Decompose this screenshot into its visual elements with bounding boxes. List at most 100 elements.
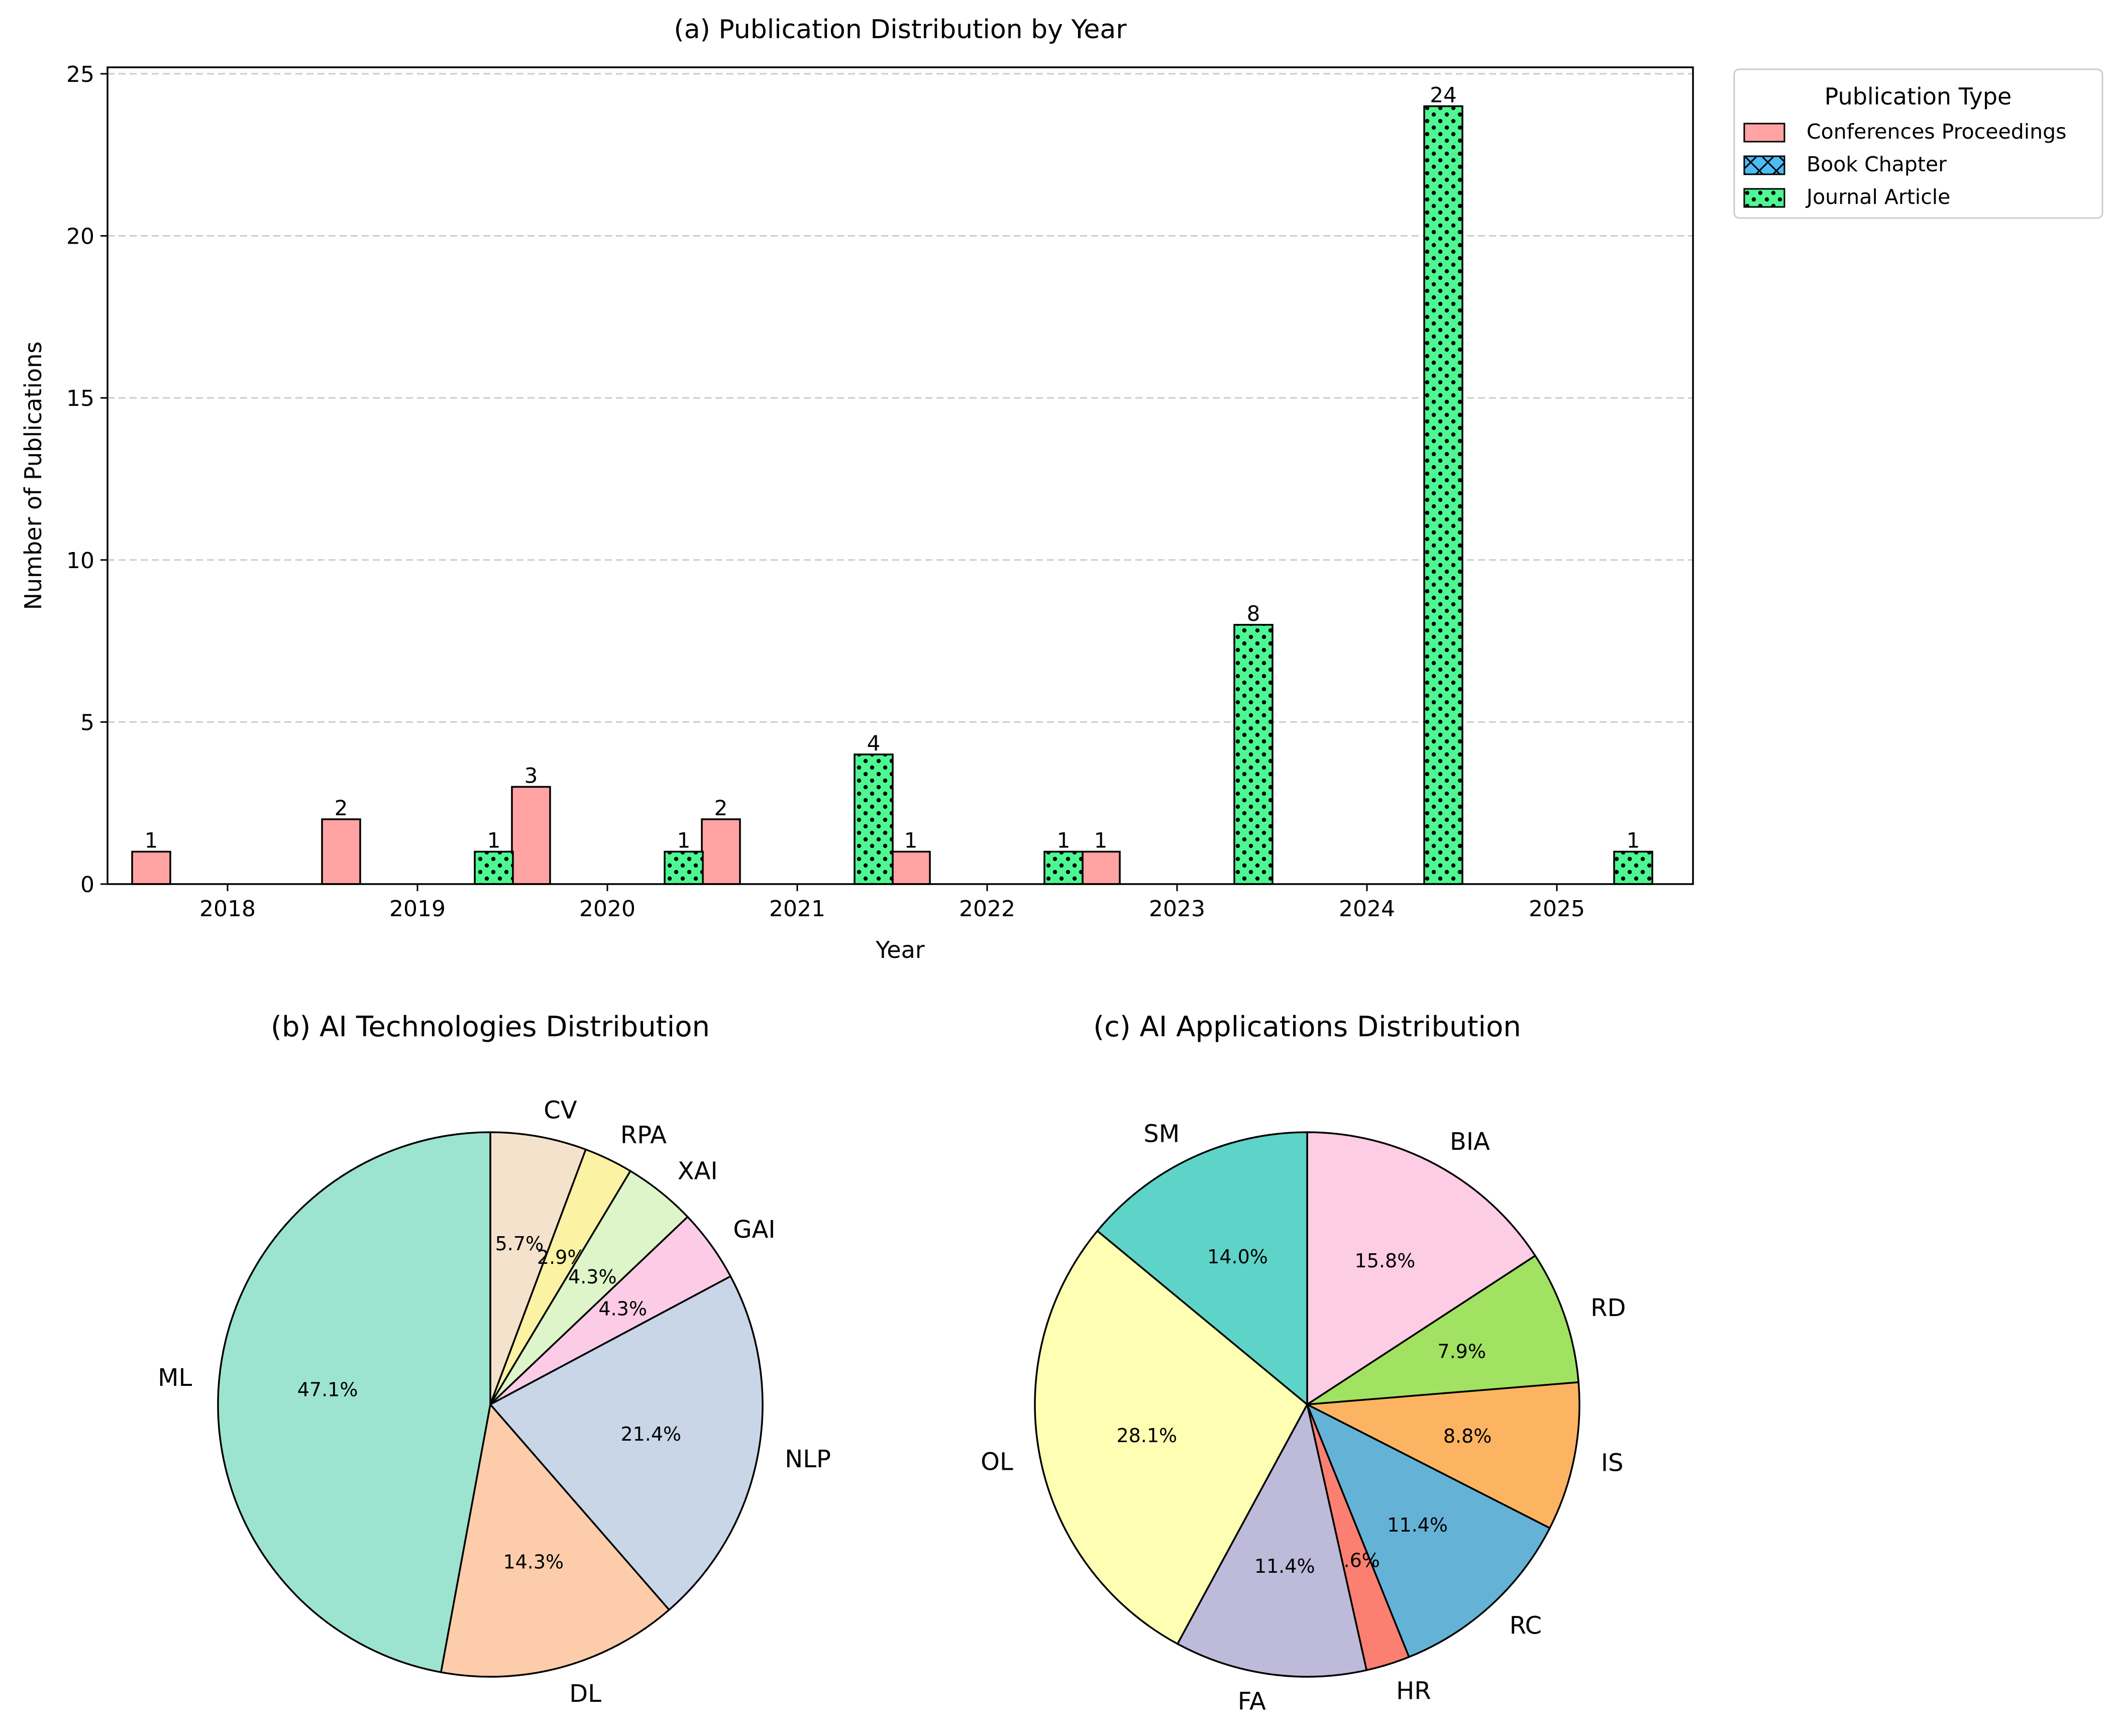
bar-body bbox=[1081, 850, 1121, 885]
bar-journal-article-2020 bbox=[664, 850, 704, 885]
pie-label: SM bbox=[1143, 1120, 1180, 1148]
pie-percent-label: 28.1% bbox=[1116, 1425, 1177, 1447]
pie-label: RPA bbox=[620, 1121, 667, 1149]
legend-item-book-chapter: Book Chapter bbox=[1743, 152, 1947, 176]
legend-item-journal-article: Journal Article bbox=[1743, 185, 1950, 209]
x-tick-label: 2019 bbox=[389, 896, 446, 922]
bar-journal-article-2022 bbox=[1043, 850, 1084, 885]
legend: Publication Type Conferences Proceedings… bbox=[1733, 68, 2103, 219]
legend-label-conferences: Conferences Proceedings bbox=[1807, 120, 2067, 144]
bar-value-label: 2 bbox=[714, 796, 728, 820]
x-axis-label: Year bbox=[875, 936, 924, 963]
pie-chart-ai-technologies: (b) AI Technologies Distribution CV5.7%R… bbox=[158, 1011, 831, 1708]
bar-value-label: 2 bbox=[335, 796, 348, 820]
y-tick-label: 5 bbox=[80, 710, 94, 735]
pie-slice-is: IS 8.8% bbox=[1306, 1381, 1624, 1529]
pie-slice-rc: RC 11.4% bbox=[1306, 1403, 1551, 1658]
bar-body bbox=[511, 786, 551, 885]
pie-wedge bbox=[1306, 1381, 1580, 1529]
bar-conferences-proceedings-2020 bbox=[511, 786, 551, 885]
pie-slice-xai: XAI 4.3% bbox=[489, 1157, 718, 1405]
x-tick-label: 2024 bbox=[1339, 896, 1395, 922]
pie-chart-ai-applications: (c) AI Applications Distribution BIA 15.8… bbox=[981, 1011, 1626, 1716]
pie-percent-label: 11.4% bbox=[1387, 1514, 1448, 1536]
pie-label: ML bbox=[158, 1364, 192, 1392]
bar-value-label: 24 bbox=[1430, 82, 1456, 107]
pie-wedge bbox=[1096, 1131, 1308, 1405]
bar-journal-article-2024 bbox=[1423, 105, 1463, 885]
legend-swatch-conferences bbox=[1743, 123, 1785, 143]
pie-percent-label: 4.3% bbox=[598, 1298, 647, 1320]
legend-swatch-hatch bbox=[1743, 155, 1785, 175]
pie-label: GAI bbox=[733, 1216, 775, 1244]
bar-hatch bbox=[1044, 851, 1083, 884]
pie-slice-cv: CV 5.7% bbox=[489, 1096, 587, 1405]
legend-swatch-hatch bbox=[1743, 188, 1785, 208]
x-tick-label: 2023 bbox=[1149, 896, 1205, 922]
y-axis-label: Number of Publications bbox=[20, 342, 47, 610]
bar-value-label: 4 bbox=[867, 731, 881, 755]
bar-value-label: 1 bbox=[1627, 828, 1640, 852]
pie-label: XAI bbox=[678, 1157, 718, 1185]
y-tick-label: 20 bbox=[66, 224, 94, 250]
y-tick-label: 25 bbox=[66, 62, 94, 87]
bar-value-label: 1 bbox=[677, 828, 691, 852]
pie-slice-ml: ML 47.1% bbox=[158, 1131, 491, 1673]
pie-percent-label: 14.3% bbox=[503, 1551, 564, 1573]
pie-slice-sm: SM 14.0% bbox=[1096, 1120, 1308, 1405]
pie-label: OL bbox=[981, 1448, 1013, 1476]
bar-conferences-proceedings-2023 bbox=[1081, 850, 1121, 885]
y-tick-label: 0 bbox=[80, 872, 94, 898]
x-tick-label: 2022 bbox=[959, 896, 1015, 922]
bar-conferences-proceedings-2019 bbox=[321, 818, 361, 885]
bar-journal-article-2021 bbox=[854, 753, 894, 885]
bar-hatch bbox=[475, 851, 513, 884]
plot-frame bbox=[107, 66, 1694, 885]
pie-slice-ol: OL 28.1% bbox=[981, 1230, 1308, 1645]
bar-value-label: 1 bbox=[487, 828, 501, 852]
pie-percent-label: 15.8% bbox=[1355, 1250, 1416, 1272]
pie-percent-label: 11.4% bbox=[1254, 1555, 1315, 1577]
y-tick-label: 15 bbox=[66, 386, 94, 411]
pie-wedge bbox=[1306, 1131, 1536, 1405]
bar-value-label: 3 bbox=[524, 763, 538, 788]
bar-chart-title: (a) Publication Distribution by Year bbox=[674, 15, 1127, 45]
x-tick-label: 2021 bbox=[769, 896, 825, 922]
y-tick-label: 10 bbox=[66, 548, 94, 574]
pie-wedge bbox=[489, 1131, 587, 1405]
legend-label-journal-article: Journal Article bbox=[1805, 185, 1950, 209]
bar-hatch bbox=[1234, 624, 1273, 884]
y-axis-ticks: 0 5 10 15 20 25 bbox=[66, 62, 108, 898]
legend-label-book-chapter: Book Chapter bbox=[1807, 152, 1947, 176]
pie-percent-label: 47.1% bbox=[297, 1378, 358, 1400]
bar-body bbox=[131, 850, 171, 885]
pie-tech-title: (b) AI Technologies Distribution bbox=[271, 1011, 710, 1043]
bar-hatch bbox=[855, 754, 893, 884]
pie-label: DL bbox=[569, 1680, 601, 1708]
pie-wedge bbox=[489, 1275, 764, 1611]
pie-label: RC bbox=[1510, 1612, 1542, 1640]
pie-wedge bbox=[1306, 1255, 1579, 1405]
bar-body bbox=[891, 850, 931, 885]
pie-slice-dl: DL 14.3% bbox=[440, 1403, 670, 1708]
x-tick-label: 2020 bbox=[579, 896, 636, 922]
pie-slice-fa: FA 11.4% bbox=[1177, 1403, 1367, 1716]
bar-value-label: 1 bbox=[1057, 828, 1071, 852]
bar-hatch bbox=[665, 851, 703, 884]
pie-wedge bbox=[217, 1131, 491, 1673]
bar-value-label: 8 bbox=[1247, 601, 1260, 626]
bar-hatch bbox=[1614, 851, 1652, 884]
pie-label: RD bbox=[1591, 1294, 1626, 1322]
bar-journal-article-2025 bbox=[1613, 850, 1653, 885]
pie-percent-label: 4.3% bbox=[568, 1266, 617, 1288]
bar-conferences-proceedings-2022 bbox=[891, 850, 931, 885]
pie-slice-bia: BIA 15.8% bbox=[1306, 1128, 1536, 1405]
bar-hatch bbox=[1424, 106, 1462, 884]
bar-conferences-proceedings-2018 bbox=[131, 850, 171, 885]
legend-title: Publication Type bbox=[1825, 83, 2012, 110]
bar-body bbox=[321, 818, 361, 885]
